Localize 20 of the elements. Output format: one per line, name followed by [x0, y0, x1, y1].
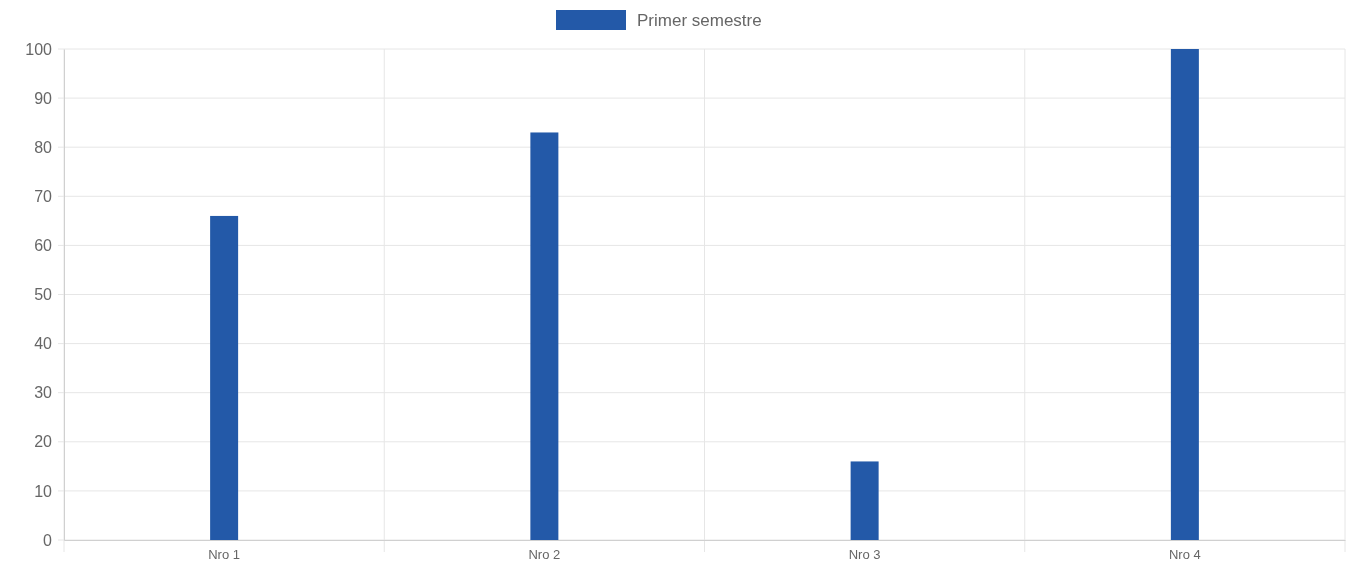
y-tick-label: 20 [34, 433, 53, 451]
y-tick-label: 50 [34, 286, 53, 304]
y-tick-label: 40 [34, 335, 53, 353]
x-tick-label: Nro 1 [208, 547, 241, 563]
y-tick-label: 30 [34, 384, 53, 402]
x-tick-label: Nro 3 [848, 547, 881, 563]
y-tick-label: 80 [34, 138, 53, 156]
y-tick-label: 100 [25, 40, 53, 58]
y-tick-label: 0 [43, 531, 53, 549]
bar [850, 461, 879, 540]
legend-label: Primer semestre [637, 11, 762, 30]
bar [210, 215, 239, 540]
y-tick-label: 70 [34, 187, 53, 205]
y-tick-label: 10 [34, 482, 53, 500]
x-tick-label: Nro 2 [528, 547, 561, 563]
bar [1170, 49, 1199, 540]
y-tick-label: 60 [34, 237, 53, 255]
y-tick-label: 90 [34, 89, 53, 107]
x-tick-label: Nro 4 [1168, 547, 1201, 563]
bar [530, 132, 559, 540]
